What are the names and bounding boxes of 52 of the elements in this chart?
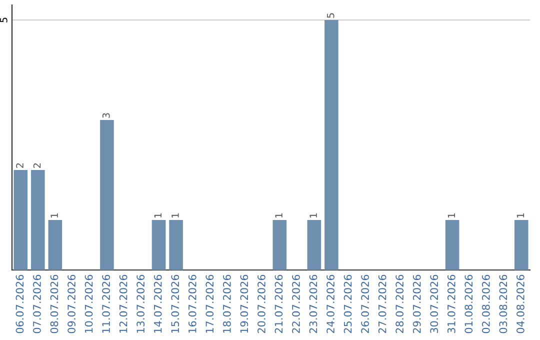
x-tick-label: 06.07.2026 (16, 274, 24, 334)
x-tick-label: 04.08.2026 (516, 274, 524, 334)
data-label: 1 (172, 213, 179, 218)
x-tick-label: 18.07.2026 (222, 274, 231, 333)
x-tick-label: 08.07.2026 (50, 274, 58, 334)
bar (48, 220, 62, 270)
data-label: 5 (327, 13, 334, 18)
x-tick-label: 15.07.2026 (171, 274, 180, 333)
x-tick-label: 30.07.2026 (430, 274, 438, 334)
x-tick-label: 13.07.2026 (136, 274, 145, 333)
x-tick-label: 16.07.2026 (188, 274, 196, 333)
x-tick-label: 29.07.2026 (412, 274, 421, 334)
x-tick-label: 23.07.2026 (309, 274, 318, 334)
x-tick-label: 25.07.2026 (344, 274, 352, 334)
bar (30, 170, 45, 270)
data-label: 3 (102, 113, 110, 118)
x-tick-label: 03.08.2026 (499, 274, 508, 334)
x-tick-label: 20.07.2026 (258, 274, 266, 334)
x-tick-label: 14.07.2026 (154, 274, 162, 333)
x-tick-label: 21.07.2026 (274, 274, 283, 334)
data-label: 2 (16, 163, 24, 168)
bar (514, 220, 528, 270)
data-label: 1 (516, 213, 524, 218)
x-tick-label: 19.07.2026 (240, 274, 248, 333)
data-label: 1 (50, 213, 58, 218)
x-tick-label: 09.07.2026 (68, 274, 76, 334)
data-label: 1 (448, 213, 455, 218)
x-tick-label: 01.08.2026 (464, 274, 473, 334)
bar (445, 220, 460, 270)
bar (272, 220, 287, 270)
bar (152, 220, 166, 270)
x-tick-label: 27.07.2026 (378, 274, 386, 334)
x-tick-label: 24.07.2026 (326, 274, 334, 334)
bar (14, 170, 28, 270)
data-label: 2 (33, 163, 41, 168)
x-tick-label: 22.07.2026 (292, 274, 300, 334)
bar (324, 20, 338, 270)
x-tick-label: 10.07.2026 (84, 274, 93, 333)
x-tick-label: 02.08.2026 (482, 274, 490, 334)
x-tick-label: 31.07.2026 (447, 274, 456, 334)
x-tick-label: 07.07.2026 (33, 274, 41, 334)
bar (100, 120, 114, 270)
x-tick-label: 12.07.2026 (119, 274, 128, 333)
data-label: 1 (310, 213, 317, 218)
x-tick-label: 17.07.2026 (206, 274, 214, 333)
x-tick-label: 26.07.2026 (361, 274, 369, 334)
data-label: 1 (154, 213, 162, 218)
bar (169, 220, 183, 270)
data-label: 1 (275, 213, 282, 218)
x-tick-label: 28.07.2026 (396, 274, 404, 334)
bar (307, 220, 322, 270)
x-tick-label: 11.07.2026 (102, 274, 110, 333)
